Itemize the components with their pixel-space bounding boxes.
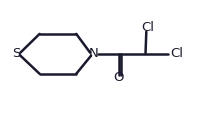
Text: O: O <box>113 71 124 84</box>
Text: Cl: Cl <box>141 21 154 34</box>
Text: N: N <box>89 47 99 60</box>
Text: Cl: Cl <box>170 47 183 60</box>
Text: S: S <box>12 47 20 60</box>
